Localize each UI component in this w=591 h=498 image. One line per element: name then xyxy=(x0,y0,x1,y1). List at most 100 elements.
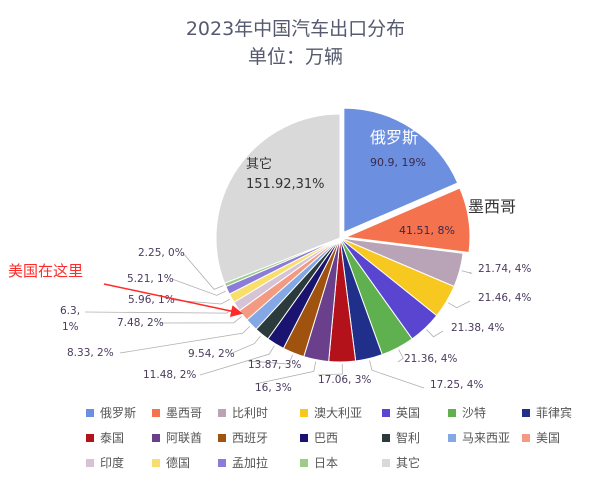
legend-swatch xyxy=(86,433,94,442)
data-label-19-name: 其它 xyxy=(246,156,272,172)
data-label-5: 21.38, 4% xyxy=(451,322,504,334)
leader-line-4 xyxy=(447,300,471,309)
legend-item-17: 孟加拉 xyxy=(218,454,268,471)
legend-item-5: 英国 xyxy=(382,404,420,421)
legend-label: 比利时 xyxy=(232,406,269,420)
legend-label: 英国 xyxy=(396,406,421,420)
data-label-1: 90.9, 19% xyxy=(370,156,426,169)
leader-line-17 xyxy=(171,278,226,296)
legend-swatch xyxy=(522,408,530,417)
data-label-10: 13.87, 3% xyxy=(248,359,301,371)
leader-line-16 xyxy=(172,298,231,305)
legend-swatch xyxy=(382,433,390,442)
slice-name-label-1: 俄罗斯 xyxy=(370,128,418,147)
leader-line-10 xyxy=(247,354,294,365)
leader-line-13 xyxy=(119,325,251,354)
legend-swatch xyxy=(218,408,226,417)
data-label-9: 16, 3% xyxy=(255,382,292,394)
legend-item-12: 智利 xyxy=(382,429,420,446)
data-label-13: 8.33, 2% xyxy=(67,347,114,359)
legend-swatch xyxy=(382,458,390,467)
pie-slices xyxy=(215,107,471,363)
pie-slice-1 xyxy=(343,107,459,233)
data-label-3: 21.74, 4% xyxy=(478,263,531,275)
legend-item-7: 菲律宾 xyxy=(522,404,572,421)
callout-annotation: 美国在这里 xyxy=(8,262,243,317)
data-label-18: 2.25, 0% xyxy=(138,247,185,259)
callout-text: 美国在这里 xyxy=(8,262,83,280)
data-label-4: 21.46, 4% xyxy=(478,292,531,304)
leader-line-9 xyxy=(254,361,317,385)
pie-slice-19 xyxy=(215,113,341,284)
data-label-16: 5.96, 1% xyxy=(128,294,175,306)
legend-label: 智利 xyxy=(396,431,421,445)
legend-item-8: 泰国 xyxy=(86,429,124,446)
pie-slice-2 xyxy=(344,187,471,253)
leader-line-14 xyxy=(159,316,242,324)
legend-item-19: 其它 xyxy=(382,454,420,471)
leader-line-6 xyxy=(397,349,404,363)
leader-line-7 xyxy=(369,360,425,389)
legend-label: 澳大利亚 xyxy=(314,406,363,420)
legend-label: 泰国 xyxy=(100,431,125,445)
legend-swatch xyxy=(382,408,390,417)
legend-item-14: 美国 xyxy=(522,429,560,446)
data-label-2: 41.51, 8% xyxy=(399,224,455,237)
legend-item-15: 印度 xyxy=(86,454,124,471)
data-label-15-percent: 1% xyxy=(62,321,79,333)
leader-line-15 xyxy=(84,307,236,314)
legend-label: 孟加拉 xyxy=(232,456,269,470)
data-label-17: 5.21, 1% xyxy=(127,273,174,285)
leader-line-3 xyxy=(461,270,473,275)
legend-swatch xyxy=(86,408,94,417)
legend-label: 墨西哥 xyxy=(166,406,203,420)
legend-item-18: 日本 xyxy=(300,454,338,471)
legend-swatch xyxy=(152,433,160,442)
legend-swatch xyxy=(448,408,456,417)
legend-swatch xyxy=(86,458,94,467)
leader-line-5 xyxy=(426,329,444,338)
data-label-6: 21.36, 4% xyxy=(404,353,457,365)
chart-subtitle: 单位：万辆 xyxy=(247,46,343,68)
legend-swatch xyxy=(218,433,226,442)
legend-label: 其它 xyxy=(396,456,421,470)
slice-name-label-2: 墨西哥 xyxy=(468,197,516,216)
data-label-14: 7.48, 2% xyxy=(117,317,164,329)
legend-swatch xyxy=(218,458,226,467)
leader-line-8 xyxy=(317,363,343,376)
leader-lines xyxy=(84,252,473,389)
legend-label: 马来西亚 xyxy=(462,431,511,445)
legend-item-11: 巴西 xyxy=(300,429,338,446)
legend-swatch xyxy=(300,433,308,442)
legend-swatch xyxy=(522,433,530,442)
leader-line-11 xyxy=(199,345,275,376)
legend-label: 阿联酋 xyxy=(166,431,203,445)
legend-swatch xyxy=(300,458,308,467)
legend-item-1: 俄罗斯 xyxy=(86,404,136,421)
legend-item-10: 西班牙 xyxy=(218,429,268,446)
data-label-15-value: 6.3, xyxy=(60,305,80,317)
legend-label: 西班牙 xyxy=(232,431,269,445)
chart-title: 2023年中国汽车出口分布 xyxy=(185,18,406,40)
callout-arrow xyxy=(103,283,243,317)
legend-label: 日本 xyxy=(314,456,339,470)
legend-label: 美国 xyxy=(536,431,561,445)
legend-label: 沙特 xyxy=(462,406,487,420)
legend-label: 德国 xyxy=(166,456,191,470)
data-label-19-value: 151.92,31% xyxy=(246,177,325,192)
data-label-7: 17.25, 4% xyxy=(430,379,483,391)
legend-label: 巴西 xyxy=(314,431,339,445)
legend-item-3: 比利时 xyxy=(218,404,268,421)
legend-label: 菲律宾 xyxy=(536,406,573,420)
legend-swatch xyxy=(300,408,308,417)
legend-item-13: 马来西亚 xyxy=(448,429,510,446)
legend-swatch xyxy=(152,458,160,467)
legend-item-16: 德国 xyxy=(152,454,190,471)
data-label-12: 9.54, 2% xyxy=(188,348,235,360)
leader-line-18 xyxy=(182,252,224,290)
legend-item-6: 沙特 xyxy=(448,404,486,421)
legend-label: 印度 xyxy=(100,456,125,470)
legend-item-9: 阿联酋 xyxy=(152,429,202,446)
legend-swatch xyxy=(152,408,160,417)
